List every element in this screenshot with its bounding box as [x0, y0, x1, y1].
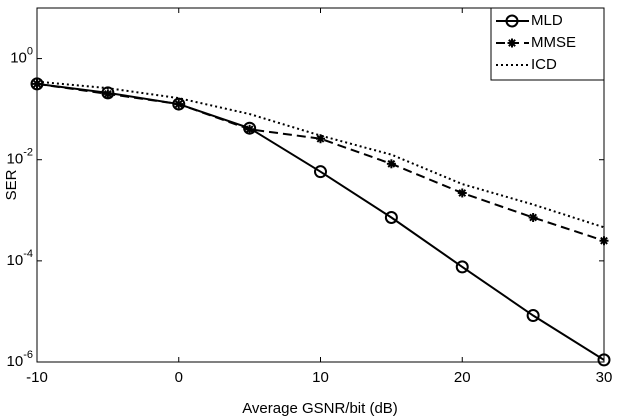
tick-exp: 0 — [27, 45, 33, 57]
marker-stroke — [103, 90, 112, 98]
marker-stroke — [174, 100, 183, 108]
marker — [528, 213, 538, 223]
x-tick-label: 20 — [454, 369, 471, 386]
x-tick-label: 10 — [312, 369, 329, 386]
marker — [505, 14, 519, 28]
y-tick-label: 10-2 — [7, 147, 33, 168]
marker-stroke — [245, 125, 254, 134]
y-axis-label: SER — [3, 169, 20, 200]
marker-stroke — [600, 236, 608, 245]
legend-label: MLD — [531, 12, 563, 29]
series-line — [37, 80, 604, 229]
x-tick-label: -10 — [26, 369, 48, 386]
marker — [455, 260, 469, 274]
tick-base: 10 — [10, 50, 27, 67]
marker-stroke — [458, 189, 467, 197]
tick-exp: -2 — [23, 147, 33, 159]
marker — [597, 353, 611, 367]
marker — [103, 89, 113, 99]
y-tick-label: 100 — [10, 45, 33, 66]
marker — [245, 124, 255, 134]
marker — [457, 188, 467, 198]
tick-base: 10 — [7, 353, 24, 370]
marker — [384, 211, 398, 225]
x-tick-label: 0 — [175, 369, 183, 386]
marker-stroke — [33, 79, 41, 88]
marker — [507, 38, 517, 48]
legend-label: ICD — [531, 56, 557, 73]
x-tick-label: 30 — [596, 369, 613, 386]
marker — [172, 97, 186, 111]
marker-stroke — [529, 213, 538, 222]
legend-label: MMSE — [531, 34, 576, 51]
y-tick-label: 10-6 — [7, 349, 33, 370]
marker — [32, 79, 42, 89]
marker-stroke — [387, 159, 396, 168]
series-line — [37, 82, 604, 242]
marker — [386, 159, 396, 169]
tick-exp: -6 — [23, 349, 33, 361]
legend: MLD MMSE ICD — [490, 7, 605, 81]
y-tick-label: 10-4 — [7, 248, 33, 269]
series-line — [37, 82, 604, 361]
marker — [599, 236, 609, 246]
marker-stroke — [508, 39, 516, 47]
tick-exp: -4 — [23, 248, 33, 260]
marker — [526, 309, 540, 323]
x-axis-label: Average GSNR/bit (dB) — [242, 400, 398, 417]
marker — [314, 165, 327, 179]
tick-base: 10 — [7, 151, 24, 168]
marker — [174, 99, 184, 109]
tick-base: 10 — [7, 252, 24, 269]
